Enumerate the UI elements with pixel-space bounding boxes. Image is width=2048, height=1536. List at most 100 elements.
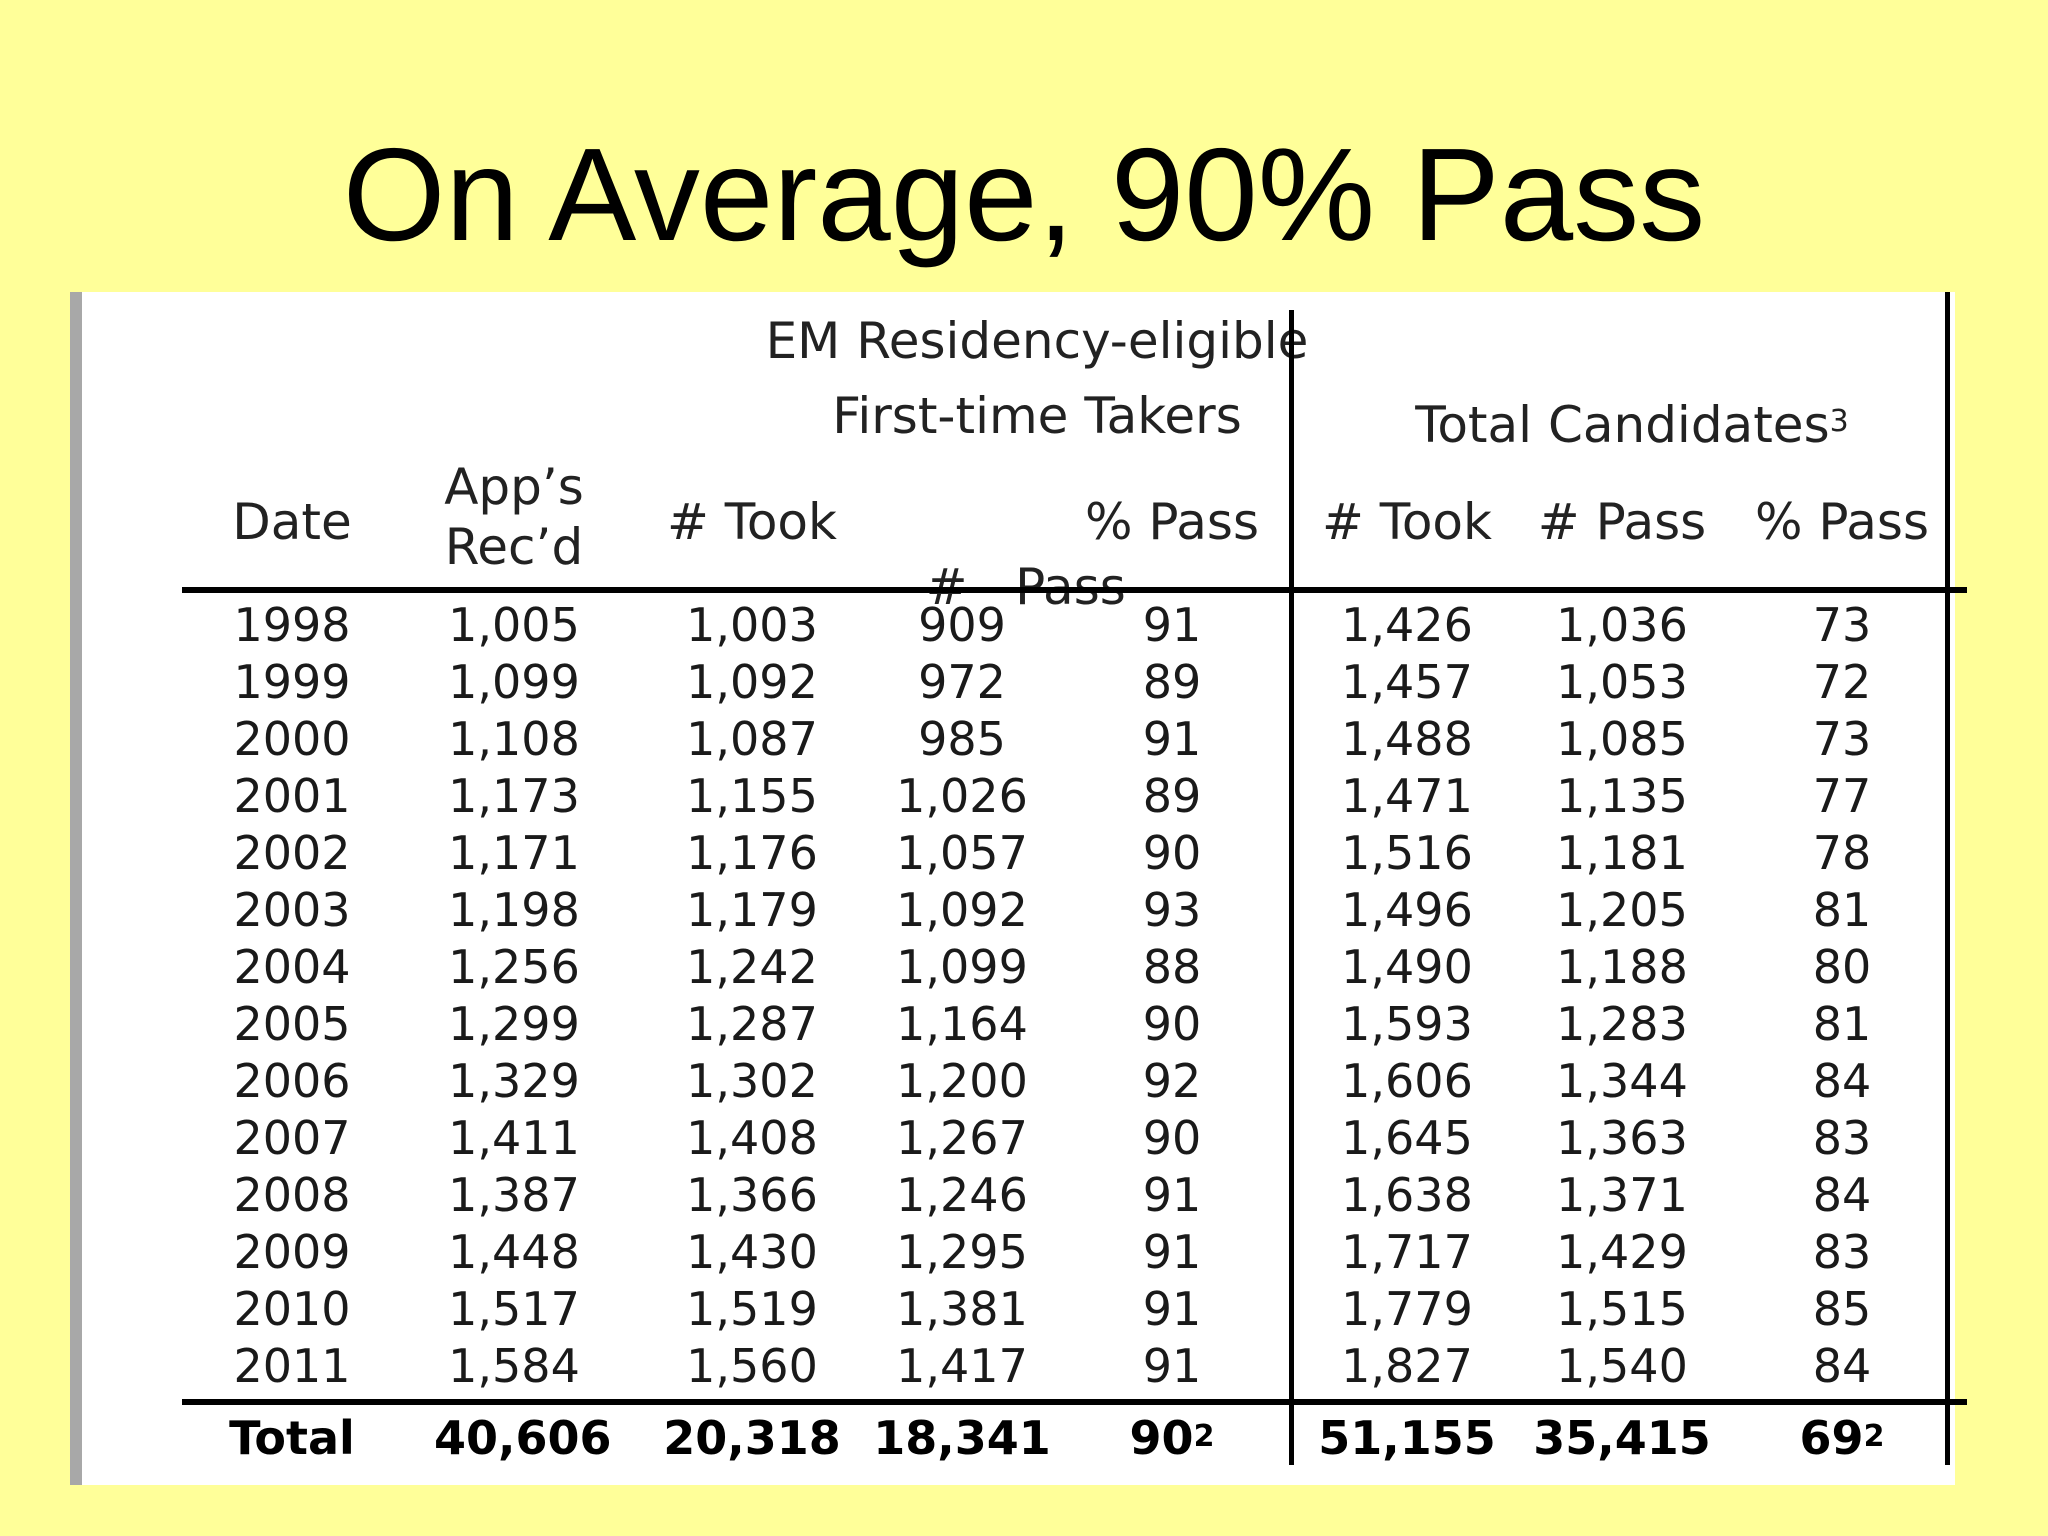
cell-pct-pass: 91 xyxy=(1142,1225,1202,1279)
cell-took: 1,560 xyxy=(686,1339,818,1393)
table-row: 2006 1,329 1,302 1,200 92 1,606 1,344 84 xyxy=(82,1053,1967,1110)
cell-date: 2002 xyxy=(233,826,351,880)
pass-rate-table: EM Residency-eligible First-time Takers … xyxy=(70,292,1967,1485)
cell-apps-recd: 1,584 xyxy=(448,1339,580,1393)
cell-took: 1,430 xyxy=(686,1225,818,1279)
right-border xyxy=(1945,292,1950,1465)
cell-pass: 1,092 xyxy=(896,883,1028,937)
table-row: 2005 1,299 1,287 1,164 90 1,593 1,283 81 xyxy=(82,996,1967,1053)
cell-total-took: 1,426 xyxy=(1341,598,1473,652)
cell-took: 1,408 xyxy=(686,1111,818,1165)
cell-took: 1,179 xyxy=(686,883,818,937)
cell-pass: 1,417 xyxy=(896,1339,1028,1393)
cell-date: 2001 xyxy=(233,769,351,823)
cell-date: 2005 xyxy=(233,997,351,1051)
cell-date: 2004 xyxy=(233,940,351,994)
group-header-line-1: EM Residency-eligible xyxy=(765,312,1309,370)
cell-apps-recd: 1,517 xyxy=(448,1282,580,1336)
cell-pct-pass: 91 xyxy=(1142,1282,1202,1336)
cell-pass: 1,026 xyxy=(896,769,1028,823)
cell-total-pct-pass: 83 xyxy=(1812,1111,1872,1165)
cell-total-pct-pass: 81 xyxy=(1812,997,1872,1051)
cell-apps-recd: 1,299 xyxy=(448,997,580,1051)
cell-pct-pass: 88 xyxy=(1142,940,1202,994)
cell-took: 1,519 xyxy=(686,1282,818,1336)
cell-pass: 1,057 xyxy=(896,826,1028,880)
table-row: 2009 1,448 1,430 1,295 91 1,717 1,429 83 xyxy=(82,1224,1967,1281)
cell-total-pass: 1,515 xyxy=(1556,1282,1688,1336)
cell-pass: 1,099 xyxy=(896,940,1028,994)
cell-total-pct-pass: 81 xyxy=(1812,883,1872,937)
group-header-line-2: First-time Takers xyxy=(832,387,1242,445)
cell-date: 2010 xyxy=(233,1282,351,1336)
cell-took: 1,242 xyxy=(686,940,818,994)
cell-pass: 1,164 xyxy=(896,997,1028,1051)
cell-took: 1,366 xyxy=(686,1168,818,1222)
table-row: 2001 1,173 1,155 1,026 89 1,471 1,135 77 xyxy=(82,768,1967,825)
table-row: 2010 1,517 1,519 1,381 91 1,779 1,515 85 xyxy=(82,1281,1967,1338)
cell-pass: 1,246 xyxy=(896,1168,1028,1222)
cell-apps-recd: 1,448 xyxy=(448,1225,580,1279)
cell-total-pass: 1,036 xyxy=(1556,598,1688,652)
cell-total-took: 1,496 xyxy=(1341,883,1473,937)
cell-apps-recd: 1,005 xyxy=(448,598,580,652)
cell-apps-recd: 1,171 xyxy=(448,826,580,880)
cell-total-pass: 1,344 xyxy=(1556,1054,1688,1108)
col-header-date: Date xyxy=(232,493,352,551)
cell-date: 2000 xyxy=(233,712,351,766)
cell-total-took: 1,516 xyxy=(1341,826,1473,880)
table-row: 2002 1,171 1,176 1,057 90 1,516 1,181 78 xyxy=(82,825,1967,882)
cell-pct-pass: 89 xyxy=(1142,769,1202,823)
cell-pass: 972 xyxy=(918,655,1006,709)
cell-pct-pass: 90 xyxy=(1142,826,1202,880)
total-candidates-took: 51,155 xyxy=(1318,1411,1496,1465)
cell-total-pass: 1,205 xyxy=(1556,883,1688,937)
cell-total-pass: 1,053 xyxy=(1556,655,1688,709)
cell-total-pass: 1,188 xyxy=(1556,940,1688,994)
cell-total-pass: 1,540 xyxy=(1556,1339,1688,1393)
cell-pct-pass: 91 xyxy=(1142,1168,1202,1222)
total-label: Total xyxy=(229,1411,355,1465)
cell-date: 2007 xyxy=(233,1111,351,1165)
cell-total-pct-pass: 83 xyxy=(1812,1225,1872,1279)
group-header-total-candidates: Total Candidates3 xyxy=(1297,388,1967,463)
cell-date: 2003 xyxy=(233,883,351,937)
cell-total-pct-pass: 85 xyxy=(1812,1282,1872,1336)
table-row: 2011 1,584 1,560 1,417 91 1,827 1,540 84 xyxy=(82,1338,1967,1395)
cell-total-took: 1,471 xyxy=(1341,769,1473,823)
cell-pct-pass: 91 xyxy=(1142,712,1202,766)
cell-total-took: 1,593 xyxy=(1341,997,1473,1051)
cell-pct-pass: 91 xyxy=(1142,1339,1202,1393)
cell-date: 2006 xyxy=(233,1054,351,1108)
total-took: 20,318 xyxy=(663,1411,841,1465)
cell-total-pct-pass: 84 xyxy=(1812,1339,1872,1393)
cell-pct-pass: 90 xyxy=(1142,1111,1202,1165)
table-row: 2003 1,198 1,179 1,092 93 1,496 1,205 81 xyxy=(82,882,1967,939)
cell-pass: 1,200 xyxy=(896,1054,1028,1108)
cell-total-pct-pass: 73 xyxy=(1812,712,1872,766)
cell-date: 2008 xyxy=(233,1168,351,1222)
total-rule xyxy=(182,1399,1967,1405)
cell-total-took: 1,827 xyxy=(1341,1339,1473,1393)
cell-total-pass: 1,181 xyxy=(1556,826,1688,880)
col-header-total-pct-pass: % Pass xyxy=(1754,493,1930,551)
cell-pct-pass: 92 xyxy=(1142,1054,1202,1108)
table-row: 2000 1,108 1,087 985 91 1,488 1,085 73 xyxy=(82,711,1967,768)
col-header-total-pass: # Pass xyxy=(1537,493,1707,551)
cell-total-took: 1,488 xyxy=(1341,712,1473,766)
cell-took: 1,092 xyxy=(686,655,818,709)
col-header-took: # Took xyxy=(667,493,837,551)
group-header-total-label: Total Candidates xyxy=(1415,396,1830,454)
cell-total-pct-pass: 72 xyxy=(1812,655,1872,709)
cell-pass: 985 xyxy=(918,712,1006,766)
cell-apps-recd: 1,108 xyxy=(448,712,580,766)
cell-pct-pass: 93 xyxy=(1142,883,1202,937)
cell-pct-pass: 90 xyxy=(1142,997,1202,1051)
col-header-pct-pass: % Pass xyxy=(1084,493,1260,551)
cell-apps-recd: 1,411 xyxy=(448,1111,580,1165)
table-row: 2004 1,256 1,242 1,099 88 1,490 1,188 80 xyxy=(82,939,1967,996)
cell-apps-recd: 1,099 xyxy=(448,655,580,709)
cell-took: 1,155 xyxy=(686,769,818,823)
cell-date: 2009 xyxy=(233,1225,351,1279)
cell-apps-recd: 1,329 xyxy=(448,1054,580,1108)
